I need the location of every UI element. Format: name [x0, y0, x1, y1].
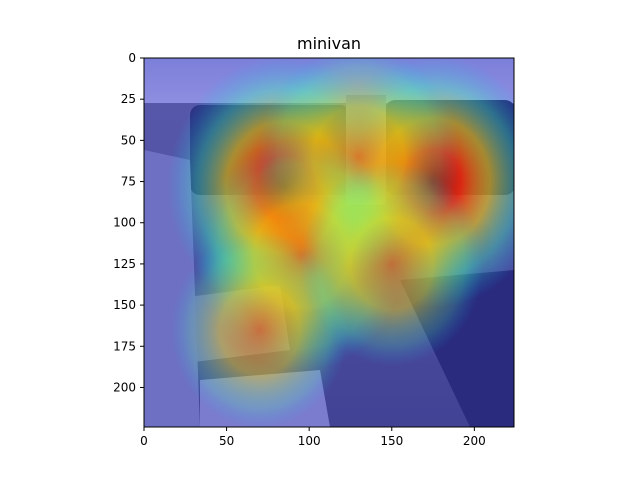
y-tick-label: 25	[121, 92, 136, 106]
x-tick-label: 200	[463, 434, 486, 448]
x-tick-label: 150	[380, 434, 403, 448]
heatmap-hotspot	[299, 161, 484, 366]
y-tick-label: 100	[113, 216, 136, 230]
hotspot-layer	[167, 58, 514, 427]
y-tick-label: 50	[121, 133, 136, 147]
y-tick-label: 175	[113, 339, 136, 353]
axes-frame	[143, 57, 515, 428]
y-tick-label: 75	[121, 175, 136, 189]
y-tick-label: 150	[113, 298, 136, 312]
y-tick-label: 200	[113, 380, 136, 394]
x-axis: 0 50 100 150 200	[140, 427, 486, 448]
y-tick-label: 125	[113, 257, 136, 271]
y-axis: 0 25 50 75 100 125 150 175 200	[113, 51, 144, 394]
heatmap-overlay	[144, 58, 514, 427]
x-tick-label: 0	[140, 434, 148, 448]
chart-title: minivan	[297, 34, 361, 53]
x-tick-label: 100	[298, 434, 321, 448]
y-tick-label: 0	[128, 51, 136, 65]
x-tick-label: 50	[219, 434, 234, 448]
